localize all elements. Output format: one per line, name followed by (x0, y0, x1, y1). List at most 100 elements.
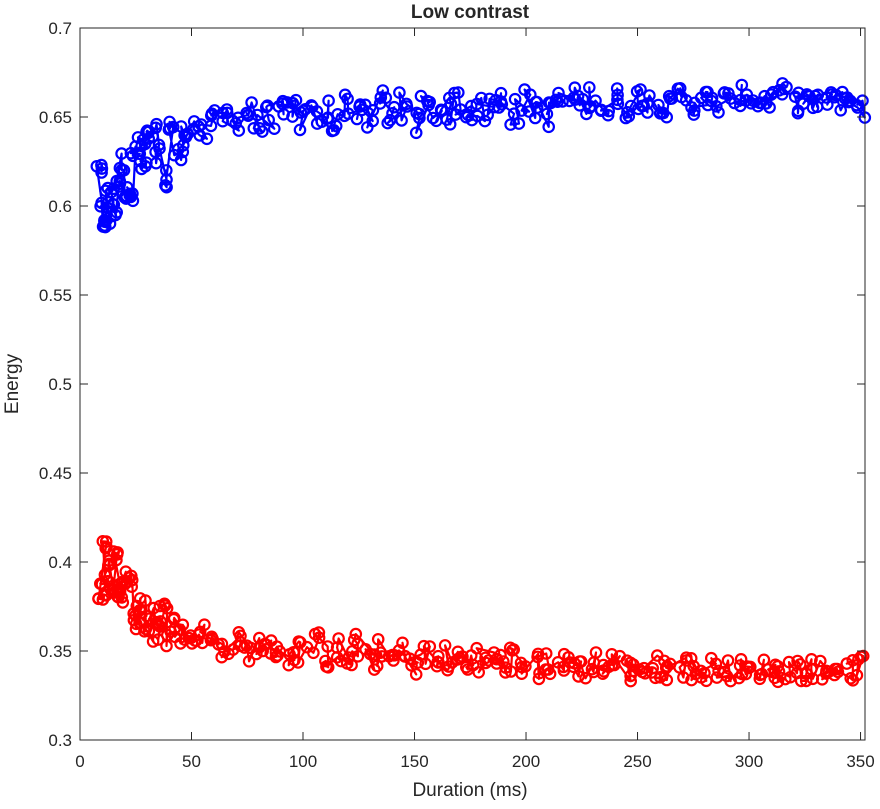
series-1-point (90, 160, 104, 173)
series-1-point (103, 217, 117, 230)
series-2-point (459, 660, 473, 674)
series-1-point (507, 107, 521, 120)
series-2-point (283, 647, 296, 661)
series-2-point (256, 644, 269, 658)
series-2 (92, 534, 870, 689)
series-2-point (96, 534, 110, 548)
series-2-point (330, 641, 344, 654)
series-2-point (140, 609, 153, 623)
series-2-point (218, 645, 231, 658)
series-1-point (589, 94, 602, 107)
series-2-point (94, 577, 107, 590)
series-2-point (129, 617, 143, 631)
series-2-point (238, 641, 251, 654)
series-1-point (504, 118, 517, 131)
series-1-point (788, 90, 802, 103)
series-1-point (293, 123, 307, 137)
x-tick-label: 100 (289, 752, 317, 771)
series-1-point (478, 114, 492, 128)
series-1-point (735, 78, 749, 92)
series-1-point (426, 111, 440, 125)
series-2-point (734, 652, 748, 666)
series-2-point (419, 657, 432, 671)
series-2-point (659, 661, 673, 675)
series-1-point (126, 194, 140, 208)
series-2-point (850, 668, 864, 682)
series-1-point (142, 132, 155, 145)
series-1-point (518, 83, 531, 96)
series-1-point (492, 101, 506, 114)
series-1-point (153, 142, 166, 155)
series-1-point (530, 101, 544, 114)
series-2-point (160, 601, 174, 615)
series-1-point (251, 108, 264, 122)
x-tick-label: 350 (846, 752, 874, 771)
series-1-point (611, 88, 624, 102)
series-1-point (110, 174, 123, 188)
series-1-point (386, 107, 399, 120)
series-2-point (828, 662, 842, 676)
series-2-point (204, 633, 218, 647)
series-1-point (552, 86, 565, 100)
series-1-point (341, 92, 354, 106)
series-1-point (551, 95, 564, 108)
series-1-point (413, 111, 426, 125)
series-2-point (340, 657, 354, 670)
series-2-point (193, 625, 207, 639)
series-1-point (109, 208, 122, 222)
y-tick-label: 0.65 (39, 108, 72, 127)
series-2-point (349, 627, 363, 641)
series-1-point (241, 109, 255, 122)
series-1-point (360, 121, 374, 134)
series-2-point (142, 624, 156, 638)
series-1-point (395, 114, 408, 127)
series-1-point (660, 110, 673, 124)
series-2-point (431, 649, 445, 663)
series-1-point (94, 200, 107, 213)
series-2-point (503, 641, 517, 655)
series-1-point (280, 96, 294, 109)
series-2-point (332, 632, 345, 645)
series-1-point (663, 92, 677, 105)
series-2-point (539, 647, 553, 660)
series-1-point (387, 100, 401, 114)
series-2-point (649, 671, 662, 685)
series-2-point (482, 654, 495, 667)
series-1-point (322, 94, 335, 107)
series-2-point (605, 647, 619, 661)
series-1-point (611, 97, 625, 111)
series-1-point (350, 112, 364, 126)
series-2-point (167, 611, 181, 625)
series-1-point (124, 146, 138, 160)
series-2-point (396, 636, 409, 650)
series-2-point (470, 641, 483, 655)
series-2-point (403, 652, 417, 665)
series-1-point (200, 132, 214, 146)
series-1-point (400, 97, 413, 111)
series-2-point (319, 654, 332, 668)
series-2-point (771, 659, 785, 673)
series-1-point (423, 95, 436, 109)
series-1-point (159, 179, 172, 192)
series-2-point (226, 643, 240, 656)
series-2-point (438, 639, 452, 652)
series-1-point (709, 100, 723, 113)
series-1-point (325, 124, 339, 138)
series-1-point (376, 84, 390, 97)
series-2-point (423, 640, 437, 653)
series-2-point (840, 657, 854, 670)
series-1-point (133, 147, 147, 161)
series-1-point (512, 117, 526, 130)
series-1-point (641, 106, 654, 119)
series-1-point (760, 97, 773, 110)
series-2-point (240, 639, 254, 652)
series-1-point (393, 86, 406, 99)
series-2-point (854, 650, 868, 664)
series-2-point (793, 658, 807, 671)
x-tick-label: 50 (182, 752, 201, 771)
x-tick-label: 300 (735, 752, 763, 771)
series-1-point (341, 107, 355, 120)
series-1-point (160, 173, 173, 186)
series-1-point (374, 91, 388, 104)
